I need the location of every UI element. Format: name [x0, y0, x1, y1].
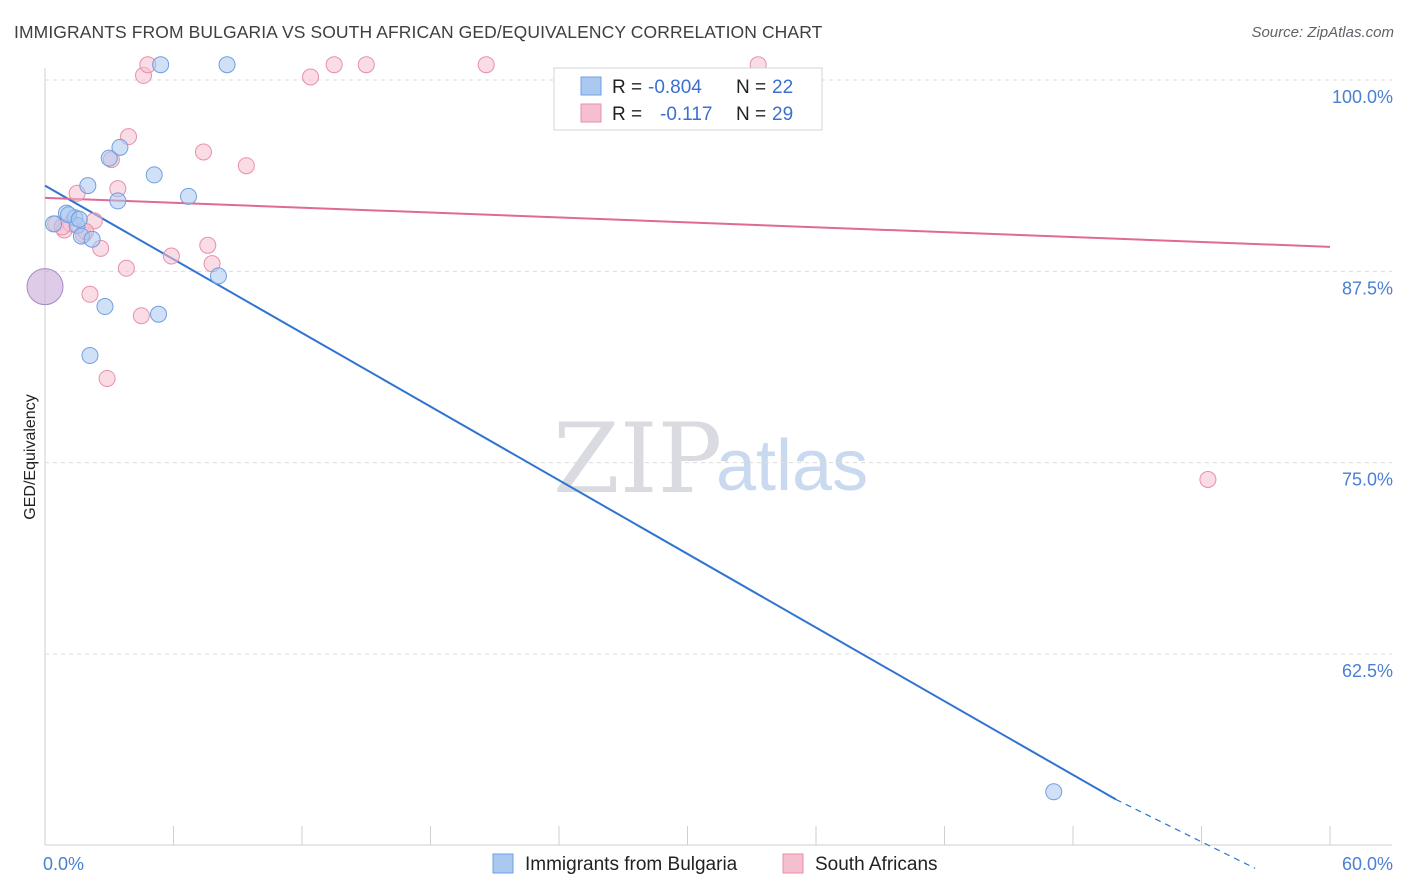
point-bulgaria	[218, 56, 236, 74]
point-bulgaria	[145, 166, 163, 184]
bottom-legend-swatch-bulgaria	[492, 853, 514, 874]
point-bulgaria	[209, 267, 227, 285]
trendline-bulgaria-extension	[1115, 798, 1256, 869]
legend: R = -0.804 N = 22 R = -0.117 N = 29	[553, 67, 823, 131]
y-tick-label: 100.0%	[1332, 87, 1393, 107]
point-south-africans	[98, 369, 116, 387]
point-south-africans	[117, 259, 135, 277]
point-south-africans	[162, 247, 180, 265]
x-tick-label: 60.0%	[1342, 854, 1393, 874]
x-tick-label: 0.0%	[43, 854, 84, 874]
bottom-legend-label-south-africans: South Africans	[815, 854, 938, 875]
point-south-africans	[194, 143, 212, 161]
trendline-south-africans	[44, 196, 1331, 248]
point-bulgaria	[152, 56, 170, 74]
point-bulgaria	[109, 192, 127, 210]
point-bulgaria	[83, 230, 101, 248]
trendline-bulgaria	[44, 184, 1117, 801]
bottom-legend-label-bulgaria: Immigrants from Bulgaria	[525, 854, 738, 875]
point-south-africans	[325, 56, 343, 74]
point-bulgaria	[81, 347, 99, 365]
point-south-africans	[81, 285, 99, 303]
point-south-africans	[237, 157, 255, 175]
y-tick-labels: 62.5% 75.0% 87.5% 100.0%	[1332, 87, 1393, 681]
point-bulgaria	[96, 298, 114, 316]
point-south-africans	[477, 56, 495, 74]
source-label: Source: ZipAtlas.com	[1251, 24, 1394, 41]
point-south-africans	[1199, 471, 1217, 489]
point-bulgaria	[26, 268, 64, 306]
y-axis-label: GED/Equivalency	[22, 394, 39, 519]
x-tick-labels: 0.0% 60.0%	[43, 854, 1393, 874]
legend-swatch-south-africans	[580, 103, 602, 123]
point-bulgaria	[1045, 783, 1063, 801]
point-bulgaria	[111, 138, 129, 156]
y-tick-label: 62.5%	[1342, 661, 1393, 681]
y-tick-label: 75.0%	[1342, 470, 1393, 490]
point-bulgaria	[100, 149, 118, 167]
trendlines	[44, 184, 1331, 869]
point-bulgaria	[179, 187, 197, 205]
legend-swatch-bulgaria	[580, 76, 602, 96]
watermark-zip: ZIP	[553, 403, 722, 515]
legend-n-label-2: N =	[736, 104, 766, 125]
legend-n-value-2: 29	[772, 104, 793, 125]
point-south-africans	[199, 236, 217, 254]
legend-r-value-2: -0.117	[660, 104, 712, 125]
bottom-legend: Immigrants from Bulgaria South Africans	[492, 853, 938, 875]
watermark: ZIP atlas	[553, 403, 868, 515]
y-tick-label: 87.5%	[1342, 278, 1393, 298]
watermark-atlas: atlas	[716, 426, 868, 506]
point-bulgaria	[45, 215, 63, 233]
axes	[44, 68, 1392, 846]
legend-r-label-2: R =	[612, 104, 642, 125]
point-south-africans	[302, 68, 320, 86]
chart-title: IMMIGRANTS FROM BULGARIA VS SOUTH AFRICA…	[14, 22, 823, 42]
legend-r-value-1: -0.804	[648, 77, 702, 98]
point-bulgaria	[150, 305, 168, 323]
bottom-legend-swatch-south-africans	[782, 853, 804, 874]
legend-n-value-1: 22	[772, 77, 793, 98]
legend-r-label-1: R =	[612, 77, 642, 98]
point-south-africans	[132, 307, 150, 325]
gridlines	[45, 79, 1392, 655]
point-south-africans	[357, 56, 375, 74]
legend-n-label-1: N =	[736, 77, 766, 98]
data-points	[26, 56, 1217, 801]
point-bulgaria	[79, 177, 97, 195]
point-bulgaria	[70, 210, 88, 228]
